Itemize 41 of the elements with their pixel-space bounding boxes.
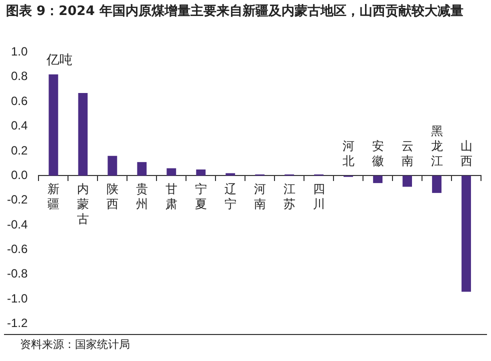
bar [402, 176, 412, 187]
bar [462, 176, 471, 292]
y-tick-label: 0.8 [10, 69, 28, 84]
bar [373, 176, 383, 184]
x-tick-label: 河北 [342, 138, 354, 168]
y-tick-label: -0.4 [6, 217, 28, 232]
bar [137, 162, 147, 176]
bar [48, 74, 58, 176]
x-tick-label: 安徽 [372, 138, 384, 168]
x-tick-label: 山西 [460, 138, 472, 168]
x-tick-label: 云南 [401, 138, 414, 168]
chart-title: 图表 9：2024 年国内原煤增量主要来自新疆及内蒙古地区，山西贡献较大减量 [5, 2, 464, 21]
x-tick-label: 甘肃 [165, 182, 178, 211]
x-tick-label: 新疆 [47, 182, 60, 211]
y-tick-label: -0.6 [6, 242, 28, 256]
x-tick-label: 陕西 [106, 182, 118, 211]
y-tick-label: -1.0 [6, 291, 28, 306]
x-tick-label: 辽宁 [224, 182, 236, 211]
y-tick-label: 0.4 [10, 118, 28, 133]
y-tick-label: -0.8 [6, 266, 28, 281]
y-tick-label: 0.2 [10, 143, 28, 158]
bar [432, 176, 442, 193]
bar [226, 173, 236, 176]
x-tick-label: 江苏 [283, 182, 296, 211]
bar [196, 169, 206, 176]
x-tick-label: 宁夏 [194, 182, 207, 211]
x-tick-label: 黑龙江 [430, 124, 443, 168]
bar [108, 156, 118, 176]
y-tick-label: -0.2 [6, 192, 28, 207]
x-tick-label: 河南 [254, 182, 266, 211]
y-tick-label: 1.0 [10, 44, 28, 59]
bar [166, 168, 176, 176]
y-axis-title: 亿吨 [46, 53, 73, 68]
x-tick-label: 贵州 [136, 182, 148, 211]
bar [78, 92, 88, 176]
text: 资料来源：国家统计局 [4, 334, 487, 354]
x-tick-label: 内蒙古 [76, 182, 89, 226]
y-tick-label: 0.0 [10, 168, 28, 182]
x-tick-label: 四川 [312, 182, 325, 211]
y-tick-label: -1.2 [6, 316, 28, 330]
y-tick-label: 0.6 [10, 94, 28, 108]
